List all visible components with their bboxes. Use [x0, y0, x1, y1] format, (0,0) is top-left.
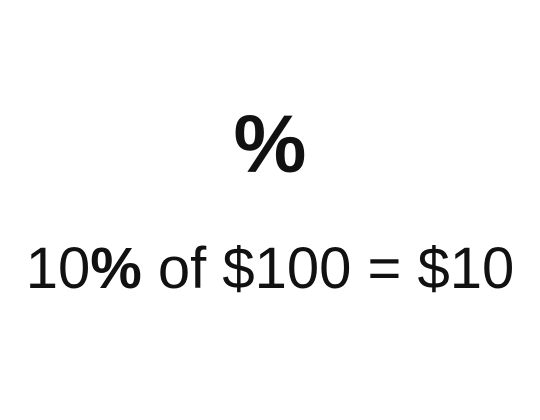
equation-number: 10	[25, 236, 91, 301]
percent-equation: 10% of $100 = $10	[0, 240, 540, 298]
equation-rest: of $100 = $10	[141, 236, 515, 301]
percent-symbol: %	[233, 99, 307, 190]
equation-percent-sign: %	[90, 236, 142, 301]
